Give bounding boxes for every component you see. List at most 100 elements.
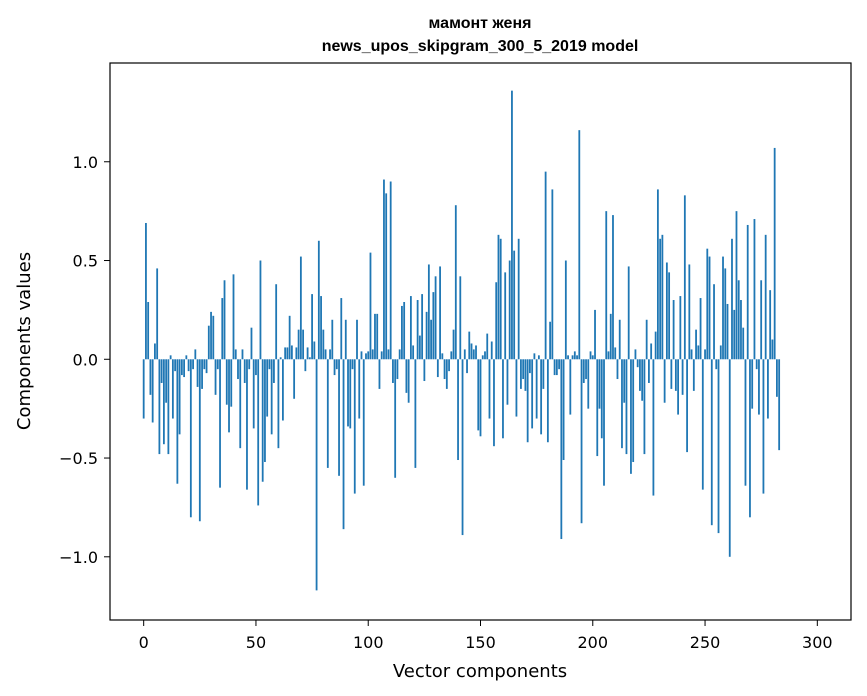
bar-40 [232,274,235,360]
bar-13 [171,359,174,419]
bar-239 [679,296,682,360]
bar-121 [414,359,417,468]
bar-89 [342,359,345,530]
bar-6 [156,268,159,360]
bar-224 [645,319,648,360]
bar-180 [546,359,549,443]
x-tick-label: 150 [465,633,496,652]
bar-280 [771,339,774,360]
bar-185 [558,359,560,370]
bar-218 [632,359,635,462]
bar-100 [367,351,370,360]
bar-76 [313,341,316,360]
bar-0 [142,359,145,419]
bar-176 [537,355,540,360]
bar-99 [365,353,367,360]
bar-162 [506,359,509,405]
bar-166 [515,359,518,417]
bars-group [142,90,781,591]
bar-16 [178,359,181,435]
bar-75 [311,294,313,360]
bar-200 [591,355,594,360]
bar-223 [643,359,646,455]
bar-91 [347,359,349,427]
bar-146 [470,343,473,360]
bar-183 [553,359,556,376]
bar-236 [672,300,675,360]
y-tick-label: 0.0 [73,350,98,369]
bar-111 [392,359,394,383]
bar-173 [531,359,534,429]
bar-139 [454,205,457,360]
bar-186 [560,359,563,540]
bar-246 [695,329,697,360]
bar-64 [286,347,289,360]
bar-156 [493,359,495,447]
bar-143 [463,349,466,360]
bar-257 [719,345,722,360]
bar-269 [746,224,749,360]
bar-171 [526,359,529,443]
bar-131 [436,359,439,378]
bar-46 [246,359,248,490]
bar-32 [214,359,217,395]
bar-157 [495,282,498,360]
bar-57 [270,359,273,435]
bar-151 [481,355,484,360]
bar-197 [585,359,587,380]
bar-238 [677,359,679,415]
bar-39 [230,359,233,407]
bar-191 [571,355,574,360]
bar-138 [452,329,455,360]
bar-37 [225,359,228,405]
bar-26 [201,359,203,389]
bar-164 [511,90,513,360]
bar-216 [627,266,630,360]
bar-193 [576,355,578,360]
bar-234 [668,272,671,360]
chart-subtitle: news_upos_skipgram_300_5_2019 model [322,38,639,55]
bar-126 [425,311,428,360]
bar-119 [409,296,412,360]
bar-175 [535,359,538,419]
bar-4 [151,359,154,423]
bar-262 [731,238,733,360]
y-tick-label: −1.0 [59,548,98,567]
bar-194 [578,130,581,360]
bar-87 [338,359,340,476]
bar-254 [713,284,715,360]
bar-74 [308,357,311,360]
bar-67 [293,359,296,399]
bar-73 [306,347,309,360]
bar-264 [735,211,738,360]
bar-125 [423,359,426,382]
bar-237 [674,359,677,391]
bar-266 [740,300,742,360]
bar-56 [268,359,271,370]
bar-161 [504,272,507,360]
bar-129 [432,292,435,360]
bar-79 [320,296,322,360]
bar-214 [623,359,626,403]
bar-55 [266,359,269,417]
bar-104 [376,313,379,360]
bar-118 [407,359,410,403]
bar-48 [250,327,253,360]
bar-84 [331,319,334,360]
bar-90 [344,319,347,360]
bar-244 [690,349,693,360]
bar-240 [681,359,684,395]
bar-28 [205,359,208,374]
bar-78 [317,240,320,360]
bar-226 [650,343,653,360]
bar-25 [198,359,201,522]
bar-210 [614,347,617,360]
bar-109 [387,349,390,360]
bar-66 [290,345,293,360]
bar-152 [484,351,486,360]
bar-70 [299,256,302,360]
bar-80 [322,329,325,360]
bar-63 [284,347,287,360]
bar-14 [174,359,177,372]
plot-area-frame [109,62,852,621]
